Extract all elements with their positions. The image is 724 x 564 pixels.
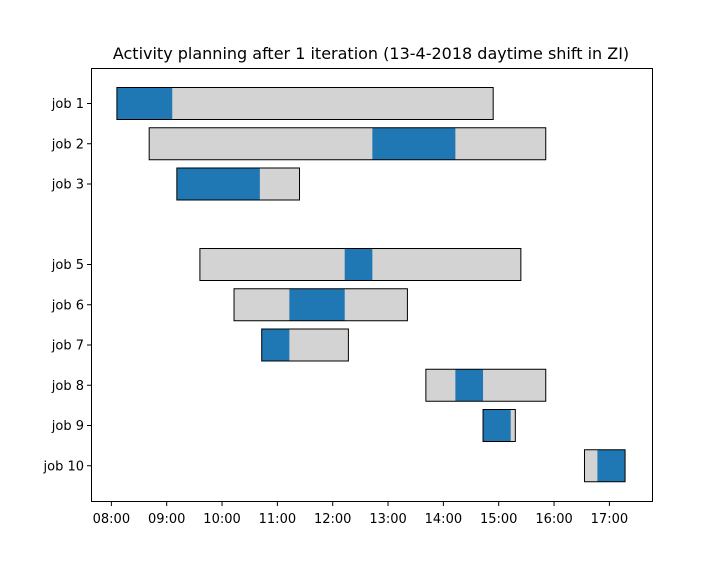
window-bar-job-2 bbox=[149, 127, 546, 160]
activity-bar-job-8 bbox=[455, 369, 484, 402]
x-tick-label: 08:00 bbox=[93, 512, 130, 527]
chart-title: Activity planning after 1 iteration (13-… bbox=[113, 44, 629, 63]
activity-bar-job-7 bbox=[261, 329, 290, 361]
window-bar-job-1 bbox=[116, 87, 494, 120]
y-tick-label: job 5 bbox=[51, 258, 84, 273]
y-tick-label: job 9 bbox=[51, 419, 84, 434]
x-axis: 08:00 09:00 10:00 11:00 12:00 13:00 14:00 15:00… bbox=[93, 501, 628, 527]
y-tick-label: job 8 bbox=[51, 379, 84, 394]
x-tick-label: 14:00 bbox=[425, 512, 462, 527]
window-outline-job-5 bbox=[199, 248, 522, 281]
y-tick-label: job 6 bbox=[51, 298, 84, 313]
x-tick-label: 11:00 bbox=[259, 512, 296, 527]
window-outline-job-6 bbox=[233, 288, 408, 322]
window-outline-job-10 bbox=[583, 449, 626, 483]
y-tick-label: job 7 bbox=[51, 339, 84, 354]
y-tick-label: job 10 bbox=[43, 459, 85, 474]
activity-bar-job-10 bbox=[597, 449, 626, 482]
x-tick-label: 13:00 bbox=[369, 512, 406, 527]
y-tick-label: job 3 bbox=[51, 178, 84, 193]
y-tick-label: job 1 bbox=[51, 97, 84, 112]
x-tick-label: 10:00 bbox=[203, 512, 240, 527]
x-tick-label: 15:00 bbox=[480, 512, 517, 527]
plot-frame bbox=[91, 68, 653, 502]
bars-layer bbox=[116, 87, 626, 483]
window-outline-job-2 bbox=[148, 127, 547, 161]
window-outline-job-9 bbox=[482, 409, 516, 442]
window-outline-job-8 bbox=[425, 368, 547, 402]
x-tick-label: 17:00 bbox=[591, 512, 628, 527]
x-tick-label: 09:00 bbox=[148, 512, 185, 527]
window-outline-job-1 bbox=[116, 87, 494, 120]
window-outline-job-7 bbox=[261, 328, 349, 362]
activity-bar-job-1 bbox=[116, 87, 173, 120]
y-axis: job 1 job 2 job 3 job 5 job 6 job 7 job 8 job 9… bbox=[43, 97, 92, 474]
window-bar-job-8 bbox=[425, 369, 546, 402]
activity-bar-job-2 bbox=[372, 127, 456, 160]
activity-bar-job-5 bbox=[344, 248, 373, 281]
window-outline-job-3 bbox=[176, 167, 301, 201]
activity-bar-job-6 bbox=[289, 288, 345, 321]
activity-bar-job-3 bbox=[176, 168, 260, 200]
y-tick-label: job 2 bbox=[51, 137, 84, 152]
activity-bar-job-9 bbox=[483, 409, 511, 442]
x-tick-label: 12:00 bbox=[314, 512, 351, 527]
x-tick-label: 16:00 bbox=[535, 512, 572, 527]
